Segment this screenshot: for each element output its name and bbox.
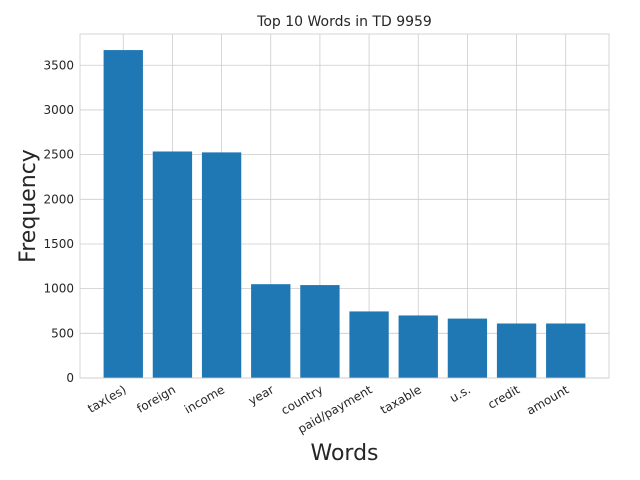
bar-amount (546, 323, 586, 378)
bar-credit (496, 323, 537, 378)
x-tick-label: tax(es) (85, 382, 129, 415)
y-tick-label: 1500 (43, 237, 74, 251)
bars-layer (103, 50, 586, 378)
x-tick-labels: tax(es) foreign income year countrypaid/paym… (85, 382, 571, 436)
bar-country (300, 285, 340, 378)
x-tick-label: amount (524, 382, 571, 417)
x-tick-label: year (246, 382, 276, 408)
y-tick-label: 3000 (43, 103, 74, 117)
y-tick-label: 500 (51, 326, 74, 340)
y-tick-label: 0 (66, 371, 74, 385)
y-axis-label: Frequency (16, 149, 41, 263)
chart-title: Top 10 Words in TD 9959 (256, 14, 432, 30)
y-tick-label: 3500 (43, 58, 74, 72)
bar-paid-payment (349, 311, 389, 378)
y-tick-label: 2500 (43, 148, 74, 162)
bar-foreign (152, 151, 193, 378)
plot-frame (79, 33, 610, 379)
y-tick-label: 2000 (43, 192, 74, 206)
x-tick-label: u.s. (447, 382, 473, 405)
bar-taxable (398, 315, 438, 378)
x-axis-label: Words (310, 441, 378, 466)
y-tick-label: 1000 (43, 282, 74, 296)
bar-year (251, 284, 291, 378)
x-tick-label: foreign (134, 382, 178, 415)
bar-income (201, 152, 242, 378)
x-tick-label: income (182, 382, 227, 416)
bar-tax-es (103, 50, 143, 378)
x-tick-label: taxable (378, 382, 424, 417)
bar-u-s (447, 318, 488, 378)
y-tick-labels: 0 500 1000 1500 2000 2500 3000 3500 (43, 58, 74, 385)
x-tick-label: credit (485, 382, 522, 411)
